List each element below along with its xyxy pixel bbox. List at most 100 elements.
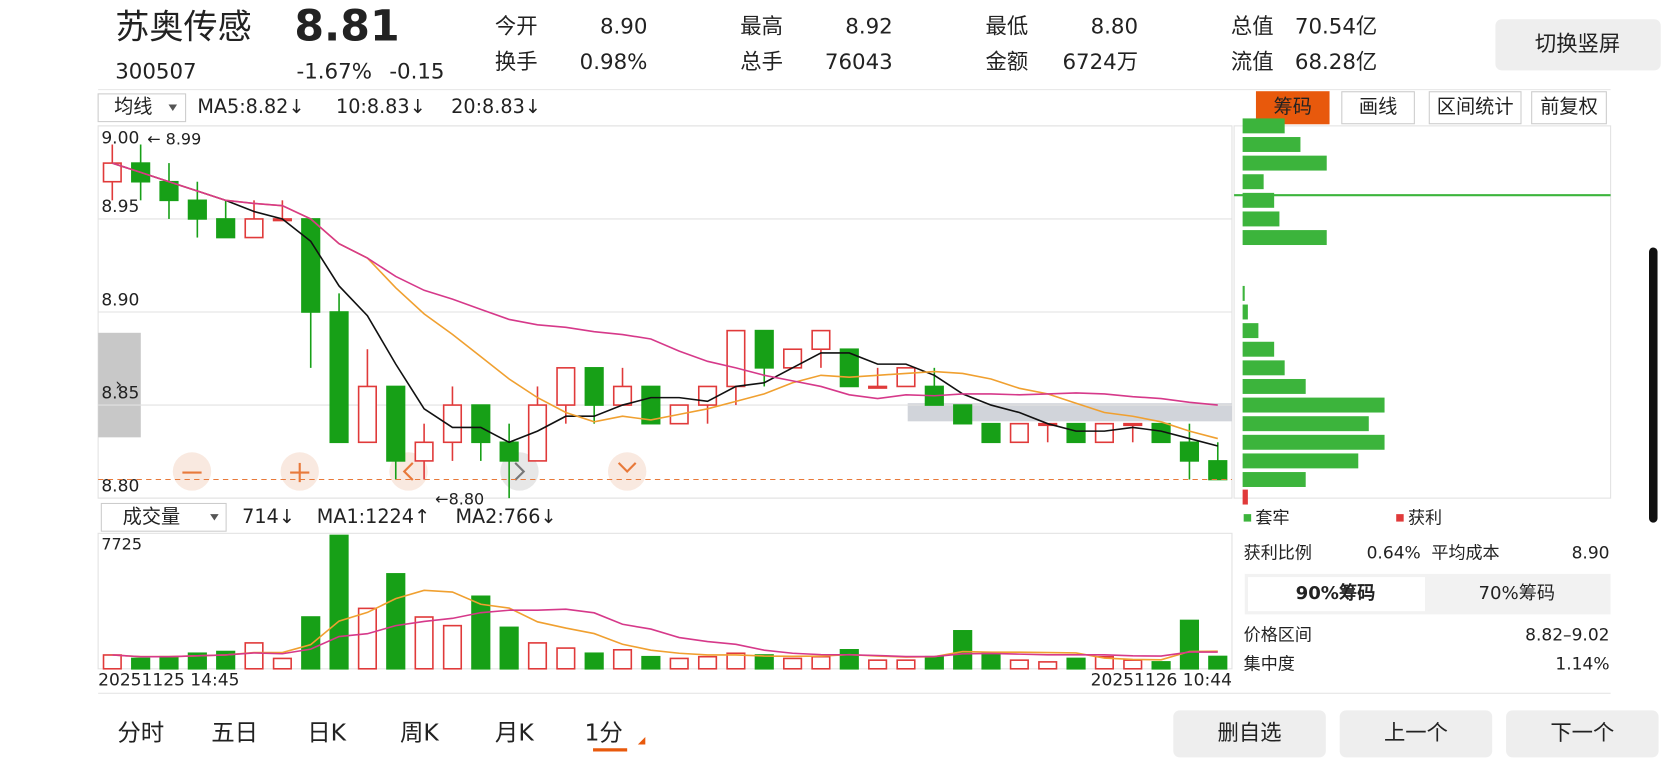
action-label: 删自选 bbox=[1218, 721, 1282, 746]
candle-body bbox=[697, 385, 718, 406]
candle-body bbox=[301, 218, 321, 313]
candle-body bbox=[1208, 460, 1228, 481]
quote-value: 8.80 bbox=[1091, 15, 1139, 40]
candle-body bbox=[499, 441, 519, 462]
volume-bar bbox=[159, 655, 179, 670]
chip-bar bbox=[1242, 489, 1248, 505]
stat-value: 0.64% bbox=[1367, 544, 1421, 564]
chip-tab-label: 70%筹码 bbox=[1478, 583, 1555, 604]
ma5-legend: MA5:8.82↓ bbox=[197, 95, 304, 118]
candle-body bbox=[1009, 422, 1029, 444]
tool-button[interactable] bbox=[1341, 91, 1415, 125]
chip-bar bbox=[1242, 211, 1280, 227]
period-tab: 周K bbox=[400, 718, 439, 746]
candle-body bbox=[216, 218, 236, 239]
quote-label: 换手 bbox=[495, 50, 538, 75]
change: -0.15 bbox=[389, 60, 444, 85]
candle-body bbox=[953, 404, 973, 425]
volume-bar bbox=[414, 616, 434, 670]
candle-body bbox=[612, 385, 633, 406]
high-note: ← 8.99 bbox=[147, 130, 201, 149]
candle-body bbox=[584, 367, 604, 406]
chip-bar bbox=[1242, 304, 1248, 320]
ma-select-label: 均线 bbox=[114, 95, 152, 118]
vol-ma1-legend: MA1:1224↑ bbox=[317, 505, 430, 528]
scrollbar[interactable] bbox=[1649, 247, 1658, 523]
volume-bar bbox=[839, 649, 859, 670]
quote-label: 金额 bbox=[986, 50, 1029, 75]
side-handle[interactable] bbox=[98, 332, 141, 438]
glyph bbox=[402, 462, 414, 481]
ma20-legend: 20:8.83↓ bbox=[451, 95, 541, 118]
quote-value: 8.92 bbox=[845, 15, 892, 40]
select-caret bbox=[210, 514, 219, 521]
candle-body bbox=[1123, 422, 1143, 427]
volume-bar bbox=[924, 655, 944, 670]
ma-line bbox=[112, 162, 1218, 447]
quote-value: 70.54亿 bbox=[1295, 15, 1377, 40]
volume-frame bbox=[97, 532, 1233, 670]
candle-body bbox=[1179, 441, 1200, 462]
vol-select-label: 成交量 bbox=[123, 505, 181, 528]
tool-button-label: 筹码 bbox=[1274, 95, 1312, 118]
y-tick-label: 8.95 bbox=[101, 197, 139, 217]
chip-bar bbox=[1242, 397, 1385, 413]
stat-label: 平均成本 bbox=[1431, 544, 1499, 564]
volume-bar bbox=[953, 630, 973, 670]
y-tick-label: 9.00 bbox=[101, 129, 139, 149]
volume-bar bbox=[1123, 659, 1143, 670]
change-pct: -1.67% bbox=[297, 60, 372, 85]
chip-bar bbox=[1242, 174, 1264, 190]
action-button[interactable] bbox=[1339, 710, 1493, 758]
chip-tab-label: 90%筹码 bbox=[1296, 582, 1376, 604]
volume-bar bbox=[726, 652, 746, 670]
candle-body bbox=[1094, 422, 1114, 444]
volume-bar bbox=[868, 659, 888, 670]
period-tab: 1分 bbox=[585, 718, 623, 746]
y-tick-label: 8.90 bbox=[101, 290, 139, 310]
quote-label: 最高 bbox=[740, 15, 783, 40]
volume-bar bbox=[754, 654, 774, 670]
candle-body bbox=[641, 385, 661, 425]
stock-name: 苏奥传感 bbox=[115, 7, 252, 47]
move-left[interactable] bbox=[389, 452, 428, 491]
price-band bbox=[907, 403, 1232, 422]
candle-body bbox=[556, 367, 576, 406]
rotate-button-label: 切换竖屏 bbox=[1535, 32, 1620, 57]
glyph bbox=[617, 462, 637, 473]
candle-body bbox=[868, 385, 888, 389]
rotate-button[interactable] bbox=[1495, 19, 1661, 71]
volume-bar bbox=[442, 624, 463, 670]
volume-bar bbox=[1179, 619, 1200, 670]
volume-bar bbox=[811, 655, 831, 670]
chip-bar bbox=[1242, 453, 1359, 469]
candle-body bbox=[726, 329, 746, 388]
volume-bar bbox=[1151, 661, 1171, 670]
tool-button[interactable] bbox=[1531, 91, 1607, 125]
volume-bar bbox=[1208, 655, 1228, 670]
quote-label: 今开 bbox=[495, 15, 538, 40]
action-button[interactable] bbox=[1506, 710, 1659, 758]
stat-value: 1.14% bbox=[1555, 655, 1609, 675]
legend-label: 套牢 bbox=[1255, 508, 1289, 528]
stat-value: 8.82–9.02 bbox=[1525, 626, 1609, 646]
stat-label: 获利比例 bbox=[1244, 544, 1312, 564]
volume-bar bbox=[471, 595, 491, 670]
volume-bar bbox=[981, 652, 1001, 670]
stat-label: 价格区间 bbox=[1244, 626, 1312, 646]
handle-glyph: › bbox=[115, 375, 122, 395]
volume-bar bbox=[896, 659, 916, 670]
volume-bar bbox=[272, 657, 292, 670]
stock-price: 8.81 bbox=[294, 1, 399, 51]
quote-value: 76043 bbox=[825, 50, 893, 75]
tool-button[interactable] bbox=[1428, 91, 1522, 125]
candle-body bbox=[527, 404, 548, 462]
action-button[interactable] bbox=[1173, 710, 1326, 758]
chip-tab-active[interactable] bbox=[1247, 577, 1426, 612]
y-tick-label: 8.85 bbox=[101, 383, 139, 403]
period-tab: 日K bbox=[307, 718, 346, 746]
chip-bar bbox=[1242, 416, 1369, 432]
vol-select[interactable] bbox=[100, 502, 227, 532]
quote-value: 68.28亿 bbox=[1295, 50, 1377, 75]
